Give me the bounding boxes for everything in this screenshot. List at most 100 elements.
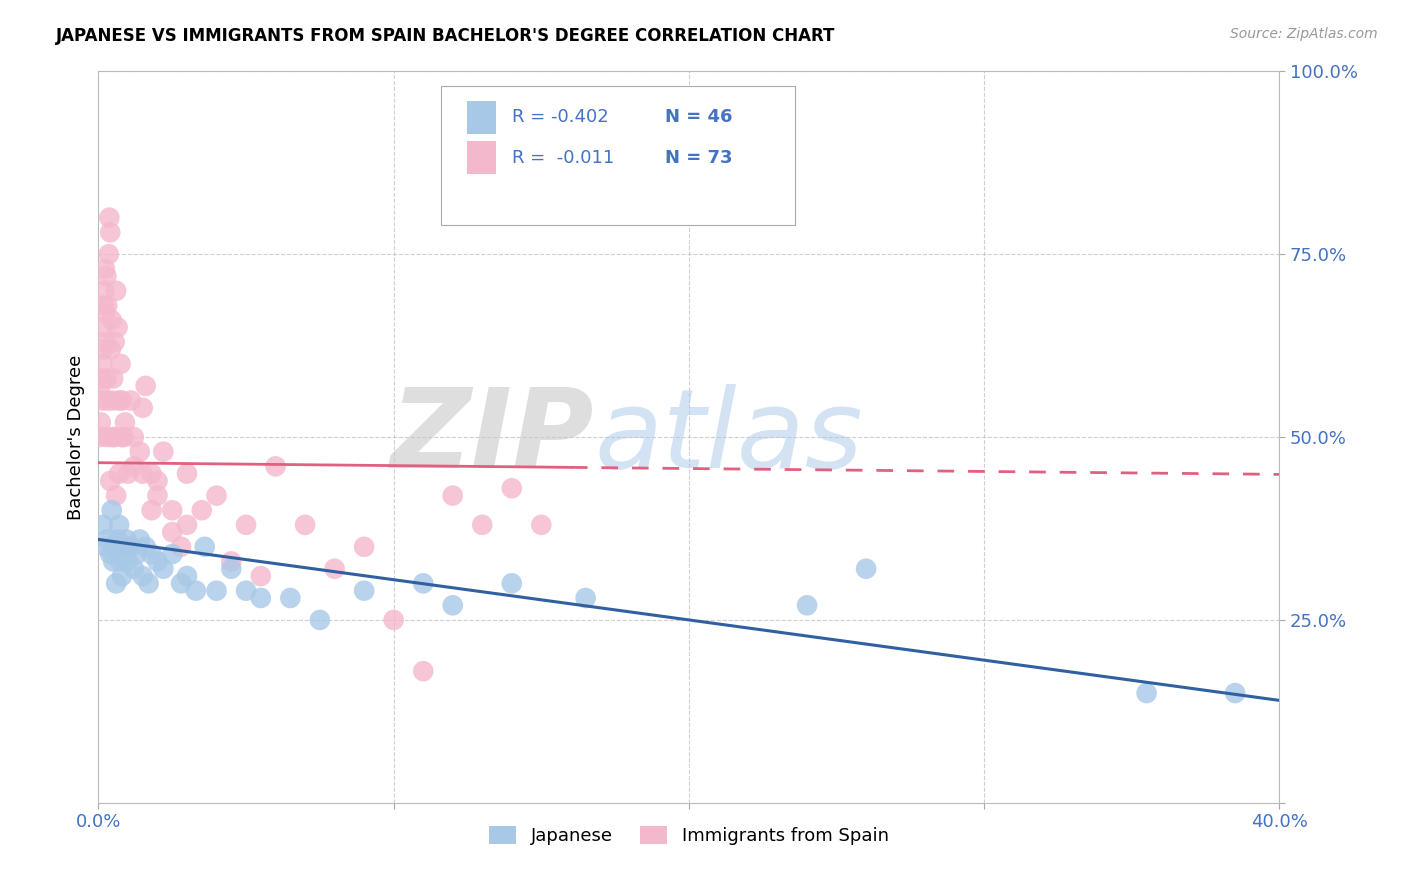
- Point: [96, 298, 118, 312]
- Point: [264, 459, 287, 474]
- Point: [796, 599, 818, 613]
- Point: [235, 517, 257, 532]
- Point: [97, 393, 120, 408]
- Point: [100, 343, 122, 357]
- Point: [152, 444, 174, 458]
- Point: [94, 334, 117, 349]
- Point: [382, 613, 405, 627]
- Point: [107, 533, 129, 547]
- Point: [309, 613, 332, 627]
- Point: [94, 261, 117, 276]
- Point: [1136, 686, 1159, 700]
- Point: [162, 525, 183, 540]
- Point: [91, 320, 114, 334]
- Point: [412, 576, 434, 591]
- Point: [146, 474, 169, 488]
- Point: [501, 576, 523, 591]
- Point: [138, 576, 160, 591]
- Point: [96, 269, 118, 284]
- Point: [120, 540, 142, 554]
- Text: N = 46: N = 46: [665, 109, 733, 127]
- FancyBboxPatch shape: [467, 101, 496, 134]
- Point: [100, 503, 122, 517]
- Point: [96, 430, 118, 444]
- Point: [194, 540, 217, 554]
- Point: [93, 343, 115, 357]
- Point: [107, 320, 129, 334]
- Point: [98, 225, 121, 239]
- Y-axis label: Bachelor's Degree: Bachelor's Degree: [66, 354, 84, 520]
- Point: [108, 517, 131, 532]
- Point: [105, 489, 128, 503]
- Point: [115, 533, 138, 547]
- Point: [122, 459, 145, 474]
- Point: [94, 306, 117, 320]
- Point: [110, 357, 132, 371]
- Point: [132, 467, 155, 481]
- Point: [1225, 686, 1247, 700]
- Point: [132, 401, 155, 415]
- Point: [105, 576, 128, 591]
- Point: [103, 371, 125, 385]
- Text: Source: ZipAtlas.com: Source: ZipAtlas.com: [1230, 27, 1378, 41]
- Point: [108, 393, 131, 408]
- Point: [125, 547, 148, 561]
- Point: [90, 416, 112, 430]
- Point: [112, 430, 135, 444]
- Point: [162, 503, 183, 517]
- Point: [111, 569, 134, 583]
- Point: [280, 591, 302, 605]
- Point: [110, 554, 132, 568]
- Point: [855, 562, 877, 576]
- Text: atlas: atlas: [595, 384, 863, 491]
- Point: [176, 569, 198, 583]
- Point: [221, 554, 243, 568]
- Point: [117, 554, 139, 568]
- Text: R = -0.402: R = -0.402: [512, 109, 609, 127]
- Point: [441, 599, 464, 613]
- Point: [103, 430, 125, 444]
- Point: [184, 583, 207, 598]
- Point: [114, 547, 136, 561]
- Point: [530, 517, 553, 532]
- Point: [135, 540, 157, 554]
- Point: [205, 583, 228, 598]
- Point: [176, 517, 198, 532]
- Point: [97, 247, 120, 261]
- Point: [93, 298, 115, 312]
- Point: [146, 489, 169, 503]
- Point: [170, 540, 193, 554]
- Point: [120, 393, 142, 408]
- FancyBboxPatch shape: [441, 86, 796, 225]
- Point: [111, 430, 134, 444]
- Point: [128, 444, 150, 458]
- Point: [250, 569, 273, 583]
- Point: [105, 284, 128, 298]
- Point: [135, 379, 157, 393]
- Point: [441, 489, 464, 503]
- Point: [250, 591, 273, 605]
- Point: [96, 533, 118, 547]
- Point: [353, 540, 375, 554]
- Point: [162, 547, 183, 561]
- Point: [104, 540, 127, 554]
- Text: JAPANESE VS IMMIGRANTS FROM SPAIN BACHELOR'S DEGREE CORRELATION CHART: JAPANESE VS IMMIGRANTS FROM SPAIN BACHEL…: [56, 27, 835, 45]
- Point: [108, 467, 131, 481]
- Point: [501, 481, 523, 495]
- Legend: Japanese, Immigrants from Spain: Japanese, Immigrants from Spain: [482, 819, 896, 852]
- Text: ZIP: ZIP: [391, 384, 595, 491]
- Point: [96, 371, 118, 385]
- Point: [575, 591, 598, 605]
- Point: [103, 554, 125, 568]
- Point: [98, 211, 121, 225]
- Point: [152, 562, 174, 576]
- Point: [205, 489, 228, 503]
- Point: [146, 554, 169, 568]
- Point: [98, 547, 121, 561]
- Point: [111, 393, 134, 408]
- Point: [101, 393, 124, 408]
- Point: [141, 547, 163, 561]
- Point: [323, 562, 346, 576]
- Point: [294, 517, 316, 532]
- Point: [191, 503, 214, 517]
